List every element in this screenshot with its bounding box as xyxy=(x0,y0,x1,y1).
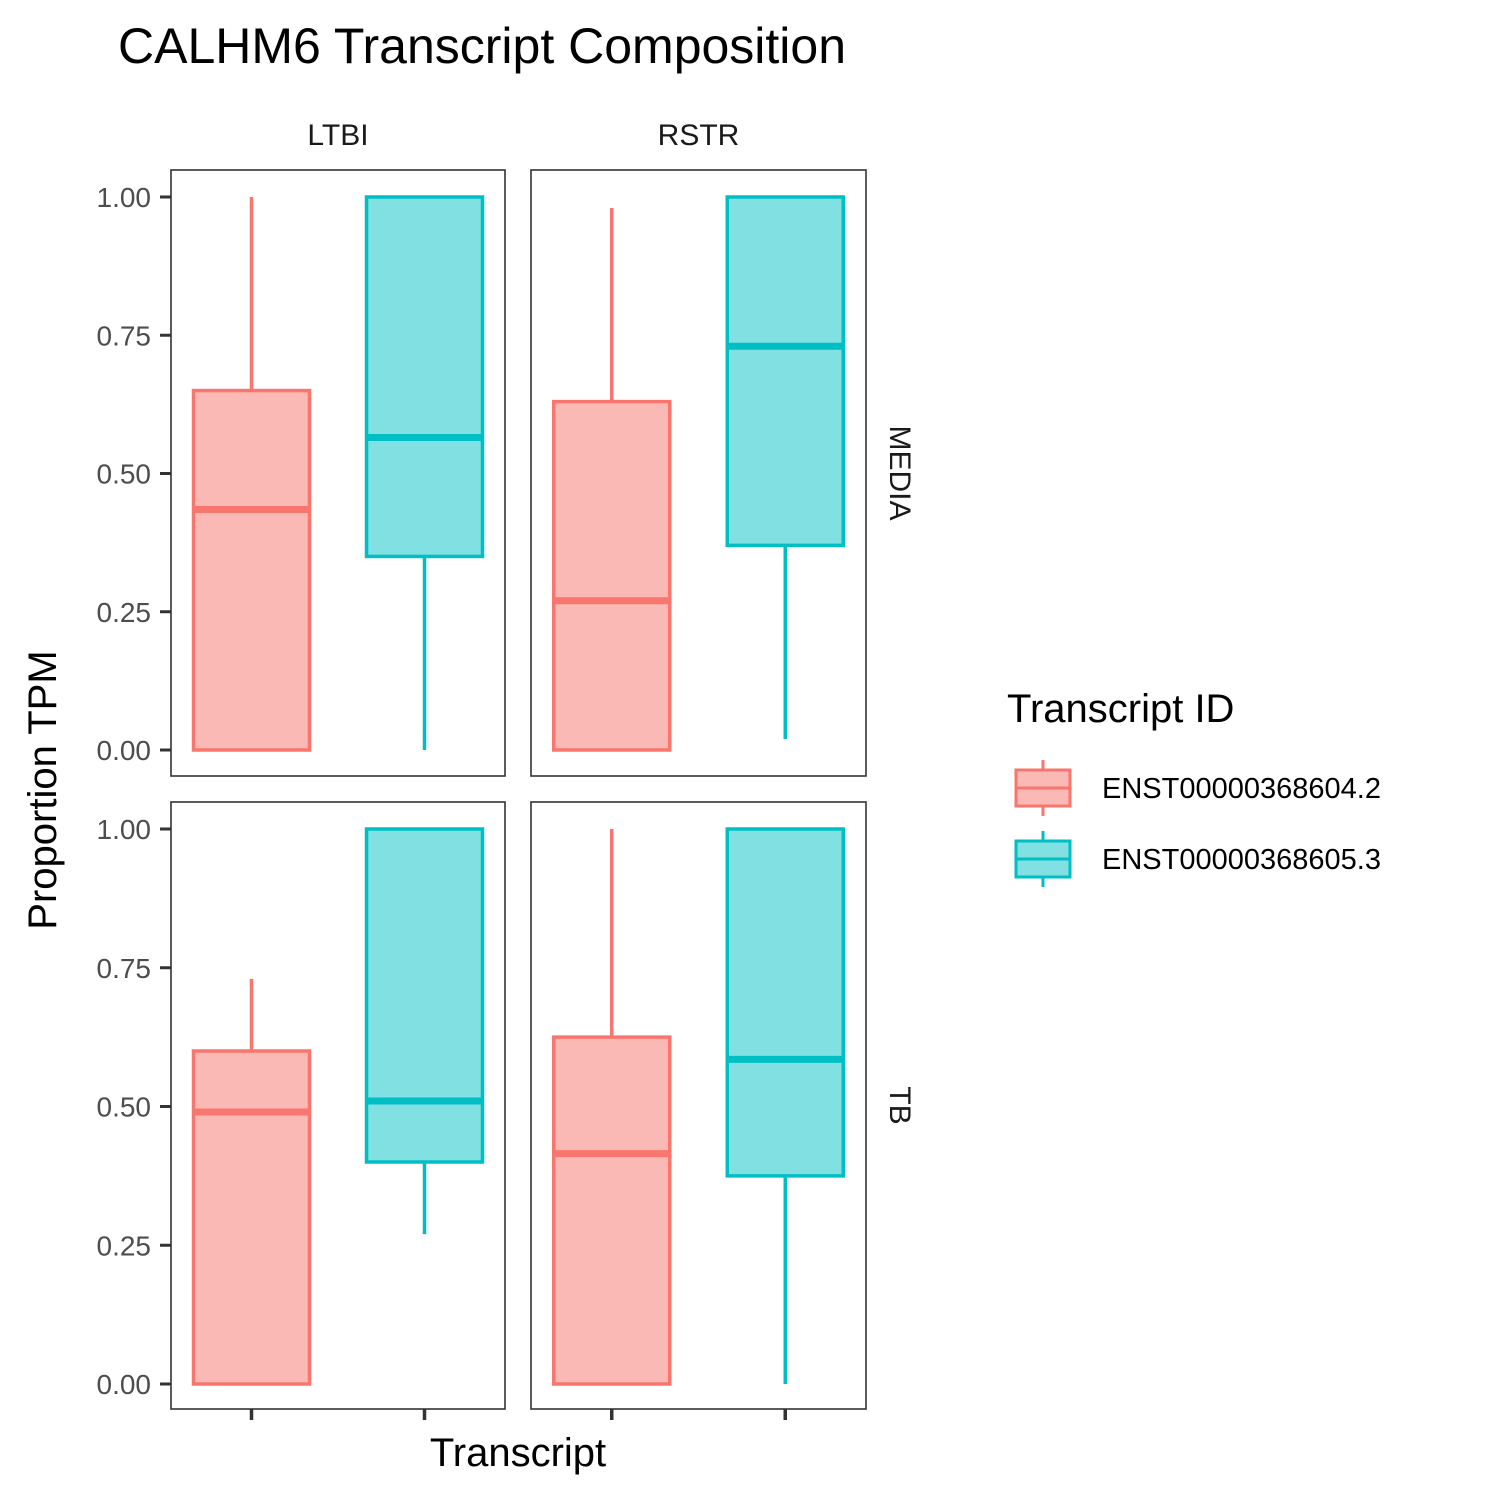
box-ENST00000368604.2 xyxy=(191,197,312,752)
y-tick-label: 0.25 xyxy=(97,1230,152,1261)
box-iqr xyxy=(191,388,312,752)
box-iqr xyxy=(191,1049,312,1386)
legend-key-1 xyxy=(1014,831,1072,887)
box-ENST00000368605.3 xyxy=(364,195,485,750)
box-ENST00000368604.2 xyxy=(191,978,312,1386)
box-ENST00000368604.2 xyxy=(552,829,672,1386)
panel-media-ltbi: 0.00 0.25 0.50 0.75 1.00 LTBI xyxy=(97,119,506,777)
panel-tb-ltbi: 0.00 0.25 0.50 0.75 1.00 xyxy=(97,801,506,1420)
strip-label-ltbi: LTBI xyxy=(307,119,368,152)
y-tick-label: 0.75 xyxy=(97,320,152,351)
y-tick-label: 1.00 xyxy=(97,814,152,845)
legend-title: Transcript ID xyxy=(1007,687,1234,731)
y-tick-label: 0.00 xyxy=(97,735,152,766)
panel-tb-rstr: TB xyxy=(530,801,916,1420)
box-iqr xyxy=(725,195,845,548)
y-tick-label: 0.75 xyxy=(97,953,152,984)
box-iqr xyxy=(725,827,845,1178)
box-ENST00000368605.3 xyxy=(364,827,485,1235)
strip-label-tb: TB xyxy=(883,1086,916,1124)
legend-label: ENST00000368604.2 xyxy=(1102,773,1381,805)
box-ENST00000368605.3 xyxy=(725,195,845,739)
strip-label-rstr: RSTR xyxy=(658,119,740,152)
y-tick-label: 0.00 xyxy=(97,1369,152,1400)
box-ENST00000368605.3 xyxy=(725,827,845,1384)
x-axis-title: Transcript xyxy=(430,1431,606,1475)
y-tick-label: 0.50 xyxy=(97,1092,152,1123)
panel-media-rstr: RSTR MEDIA xyxy=(530,119,916,777)
box-iqr xyxy=(552,1035,672,1386)
y-tick-label: 1.00 xyxy=(97,182,152,213)
box-ENST00000368604.2 xyxy=(552,208,672,752)
facet-panels: 0.00 0.25 0.50 0.75 1.00 LTBI RSTR MEDIA 0.00 0.2… xyxy=(97,119,916,1420)
legend-label: ENST00000368605.3 xyxy=(1102,844,1381,876)
y-tick-label: 0.25 xyxy=(97,597,152,628)
y-axis-title: Proportion TPM xyxy=(21,650,65,929)
strip-label-media: MEDIA xyxy=(883,425,916,520)
legend-key-0 xyxy=(1014,760,1072,816)
box-iqr xyxy=(552,399,672,752)
box-iqr xyxy=(364,827,485,1164)
y-tick-label: 0.50 xyxy=(97,459,152,490)
chart-title: CALHM6 Transcript Composition xyxy=(118,18,846,74)
legend: Transcript ID ENST00000368604.2 ENST00000… xyxy=(1007,687,1381,887)
box-iqr xyxy=(364,195,485,559)
